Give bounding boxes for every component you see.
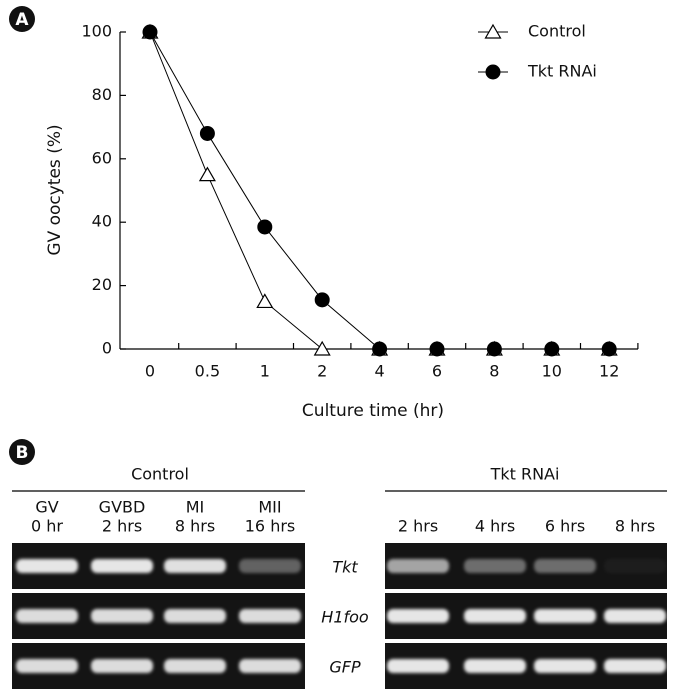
- lane-label: GV: [35, 498, 58, 517]
- gel-band: [464, 559, 526, 573]
- data-point: [256, 293, 274, 309]
- lane-label: 4 hrs: [475, 517, 515, 536]
- gel-band: [534, 609, 596, 623]
- panel-badge: [9, 439, 35, 465]
- gel-band: [91, 559, 153, 573]
- data-point: [142, 24, 158, 40]
- data-point: [314, 292, 330, 308]
- panel-label: B: [16, 443, 29, 463]
- y-tick-label: 80: [92, 85, 112, 104]
- lane-label: 2 hrs: [398, 517, 438, 536]
- gel-band: [604, 609, 666, 623]
- panel-badge: [9, 6, 35, 32]
- lane-label: 2 hrs: [102, 517, 142, 536]
- x-axis-label: Culture time (hr): [302, 401, 444, 421]
- x-tick-label: 8: [489, 362, 499, 381]
- legend-label: Tkt RNAi: [527, 62, 597, 81]
- gel-band: [239, 609, 301, 623]
- lane-label: MII: [258, 498, 281, 517]
- y-tick-label: 40: [92, 212, 112, 231]
- gene-label: GFP: [329, 658, 361, 677]
- data-point: [257, 219, 273, 235]
- gene-label: H1foo: [321, 608, 369, 627]
- data-point: [429, 341, 445, 357]
- lane-label: 0 hr: [31, 517, 63, 536]
- lane-label: 6 hrs: [545, 517, 585, 536]
- gel-band: [239, 559, 301, 573]
- x-tick-label: 0.5: [195, 362, 220, 381]
- data-point: [199, 125, 215, 141]
- x-tick-label: 10: [542, 362, 562, 381]
- gel-band: [239, 659, 301, 673]
- group-title: Control: [131, 465, 189, 484]
- lane-label: GVBD: [99, 498, 146, 517]
- x-tick-label: 6: [432, 362, 442, 381]
- gel-band: [16, 559, 78, 573]
- gel-band: [387, 659, 449, 673]
- gel-band: [604, 659, 666, 673]
- y-axis-label: GV oocytes (%): [45, 124, 65, 255]
- data-point: [486, 341, 502, 357]
- lane-label: MI: [186, 498, 205, 517]
- data-point: [544, 341, 560, 357]
- gel-band: [16, 659, 78, 673]
- x-tick-label: 0: [145, 362, 155, 381]
- gel-band: [534, 559, 596, 573]
- x-tick-label: 4: [375, 362, 385, 381]
- lane-label: 8 hrs: [175, 517, 215, 536]
- y-tick-label: 60: [92, 148, 112, 167]
- gel-band: [387, 559, 449, 573]
- legend-label: Control: [528, 22, 586, 41]
- x-tick-label: 12: [599, 362, 619, 381]
- gel-band: [91, 609, 153, 623]
- x-tick-label: 2: [317, 362, 327, 381]
- x-tick-label: 1: [260, 362, 270, 381]
- gel-band: [164, 559, 226, 573]
- lane-label: 16 hrs: [245, 517, 296, 536]
- legend-marker: [484, 23, 502, 39]
- data-point: [601, 341, 617, 357]
- gel-band: [604, 559, 666, 573]
- gel-band: [464, 609, 526, 623]
- y-tick-label: 0: [102, 339, 112, 358]
- y-tick-label: 20: [92, 275, 112, 294]
- lane-label: 8 hrs: [615, 517, 655, 536]
- group-title: Tkt RNAi: [490, 465, 560, 484]
- data-point: [372, 341, 388, 357]
- legend-marker: [485, 64, 501, 80]
- gel-band: [534, 659, 596, 673]
- panel-label: A: [15, 10, 29, 30]
- gene-label: Tkt: [332, 558, 358, 577]
- gel-band: [387, 609, 449, 623]
- data-point: [198, 166, 216, 182]
- gel-band: [16, 609, 78, 623]
- y-tick-label: 100: [81, 22, 112, 41]
- gel-band: [464, 659, 526, 673]
- data-point: [313, 340, 331, 356]
- gel-band: [164, 609, 226, 623]
- gel-band: [164, 659, 226, 673]
- gel-band: [91, 659, 153, 673]
